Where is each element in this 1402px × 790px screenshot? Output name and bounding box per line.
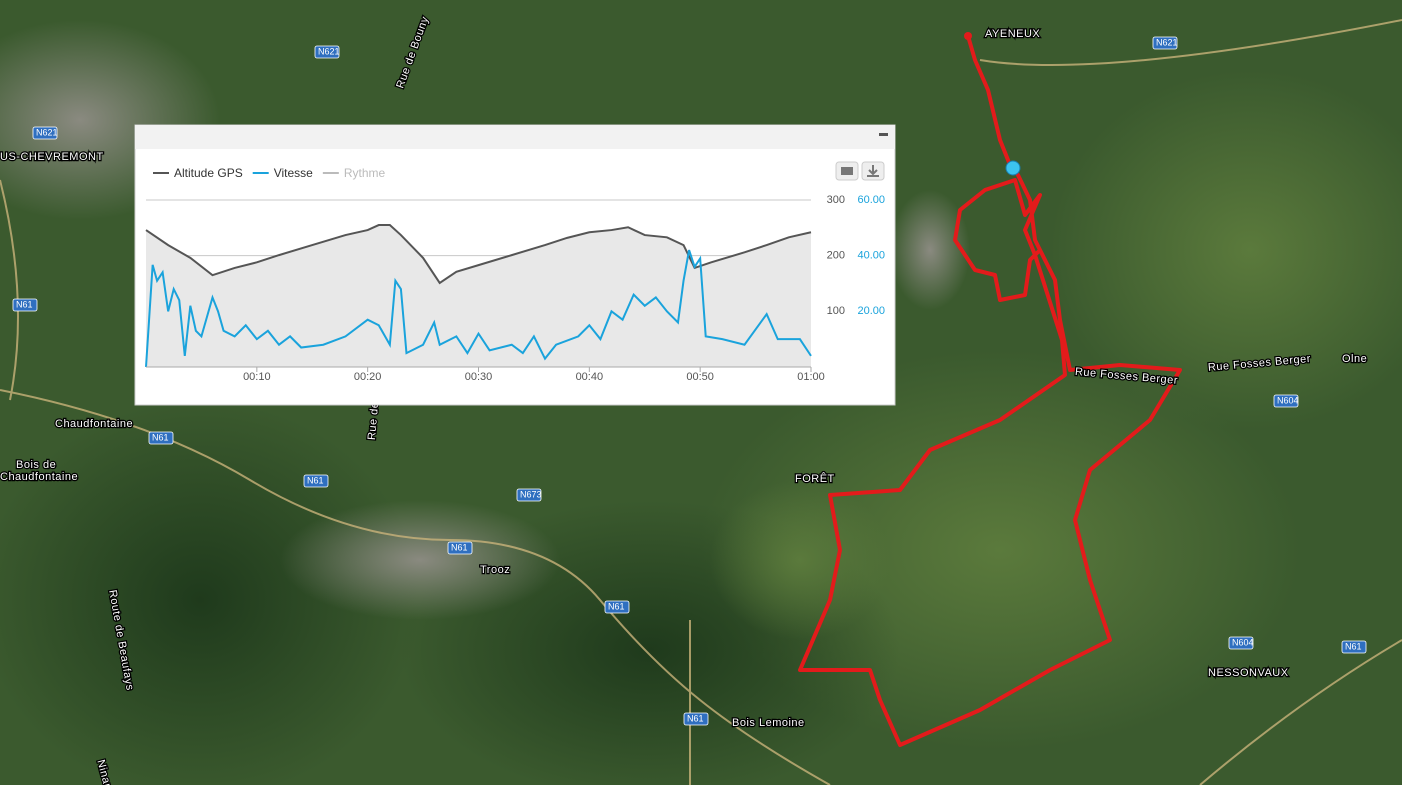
position-marker[interactable] (1005, 160, 1021, 176)
panel-header (135, 125, 895, 149)
chart: 100 200 300 20.00 40.00 60.00 00:10 00:20 00:30 0… (145, 166, 885, 383)
road-number: N61 (1345, 641, 1362, 651)
road-number: N621 (318, 46, 340, 56)
x-tick-label: 01:00 (797, 371, 825, 383)
road-number: N673 (520, 489, 542, 499)
x-tick-label: 00:30 (465, 371, 493, 383)
download-icon (867, 165, 879, 177)
road-shield (447, 541, 473, 555)
road-shield (32, 126, 58, 140)
road-shield (303, 474, 329, 488)
road-number: N61 (608, 601, 625, 611)
road-shield (516, 488, 542, 502)
x-tick-label: 00:20 (354, 371, 382, 383)
place-label: Olne (1342, 353, 1367, 365)
road-shield (148, 431, 174, 445)
road-number: N61 (152, 432, 169, 442)
place-label: AYENEUX (985, 28, 1040, 40)
terrain (0, 20, 1402, 790)
road-number: N604 (1232, 637, 1254, 647)
y2-tick-label: 20.00 (857, 305, 885, 317)
x-tick-label: 00:40 (576, 371, 604, 383)
road-shield (1228, 636, 1254, 650)
road-shield (683, 712, 709, 726)
road-number: N61 (451, 542, 468, 552)
road-shield (1152, 36, 1178, 50)
legend-label[interactable]: Vitesse (274, 166, 313, 180)
print-icon (841, 167, 853, 175)
road-number: N621 (1156, 37, 1178, 47)
place-label: Bois Lemoine (732, 717, 805, 729)
place-label: Rue de (366, 401, 381, 440)
place-label: Chaudfontaine (0, 471, 78, 483)
y-tick-label: 100 (827, 305, 845, 317)
y-tick-label: 300 (827, 194, 845, 206)
x-tick-label: 00:10 (243, 371, 271, 383)
y-tick-label: 200 (827, 250, 845, 262)
y2-tick-label: 60.00 (857, 194, 885, 206)
area (146, 225, 811, 367)
road-number: N61 (687, 713, 704, 723)
place-label: Trooz (480, 564, 510, 576)
legend-label[interactable]: Rythme (344, 166, 386, 180)
x-tick-label: 00:50 (686, 371, 714, 383)
road-shield (1341, 640, 1367, 654)
place-label: Chaudfontaine (55, 418, 133, 430)
legend-label[interactable]: Altitude GPS (174, 166, 243, 180)
road-shield (12, 298, 38, 312)
place-label: FORÊT (795, 472, 835, 485)
place-label: NESSONVAUX (1208, 667, 1289, 679)
road-number: N604 (1277, 395, 1299, 405)
road-number: N621 (36, 127, 58, 137)
series-line (145, 249, 812, 368)
place-label: US-CHEVREMONT (0, 151, 104, 163)
y2-tick-label: 40.00 (857, 250, 885, 262)
road-shield (314, 45, 340, 59)
roads (0, 19, 1402, 786)
route-start (964, 32, 972, 40)
road-shield (604, 600, 630, 614)
road-number: N61 (307, 475, 324, 485)
place-label: Bois de (16, 459, 56, 471)
route (798, 35, 1182, 747)
road-shield (1273, 394, 1299, 408)
minimize-button[interactable] (879, 133, 888, 136)
chart-panel: 100 200 300 20.00 40.00 60.00 00:10 00:20 00:30 0… (134, 124, 896, 406)
road-number: N61 (16, 299, 33, 309)
